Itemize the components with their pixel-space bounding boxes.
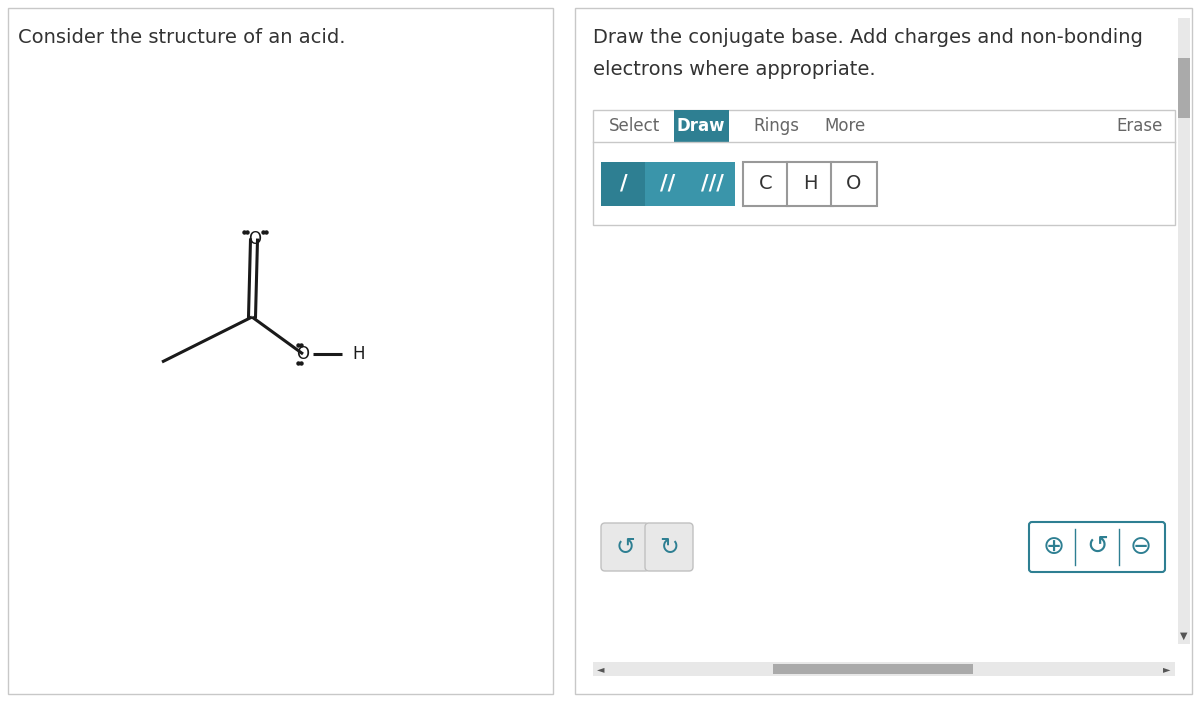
Text: O: O: [296, 345, 310, 363]
Text: Rings: Rings: [754, 117, 799, 135]
FancyBboxPatch shape: [601, 161, 647, 206]
Bar: [1178, 58, 1190, 118]
FancyBboxPatch shape: [646, 161, 691, 206]
FancyBboxPatch shape: [8, 8, 553, 694]
Text: O: O: [248, 230, 262, 248]
FancyBboxPatch shape: [787, 161, 833, 206]
Text: Draw: Draw: [677, 117, 725, 135]
Text: ↺: ↺: [616, 535, 635, 559]
Text: O: O: [846, 174, 862, 193]
Text: ►: ►: [1163, 664, 1171, 674]
Bar: [773, 664, 973, 674]
Text: H: H: [353, 345, 365, 363]
Text: ↻: ↻: [659, 535, 679, 559]
Bar: [593, 662, 1175, 676]
FancyBboxPatch shape: [646, 523, 694, 571]
Text: C: C: [760, 174, 773, 193]
Text: /: /: [620, 173, 628, 194]
FancyBboxPatch shape: [830, 161, 877, 206]
FancyBboxPatch shape: [743, 161, 790, 206]
Text: electrons where appropriate.: electrons where appropriate.: [593, 60, 876, 79]
Text: ▼: ▼: [1181, 631, 1188, 641]
Text: ◄: ◄: [598, 664, 605, 674]
FancyBboxPatch shape: [601, 523, 649, 571]
Text: Draw the conjugate base. Add charges and non-bonding: Draw the conjugate base. Add charges and…: [593, 28, 1142, 47]
Text: More: More: [824, 117, 865, 135]
FancyBboxPatch shape: [673, 110, 728, 142]
FancyBboxPatch shape: [593, 110, 1175, 225]
Text: ///: ///: [701, 173, 724, 194]
Text: Consider the structure of an acid.: Consider the structure of an acid.: [18, 28, 346, 47]
FancyBboxPatch shape: [689, 161, 734, 206]
Text: H: H: [803, 174, 817, 193]
Text: //: //: [660, 173, 676, 194]
Text: Erase: Erase: [1117, 117, 1163, 135]
Text: Select: Select: [610, 117, 661, 135]
Text: ↺: ↺: [1086, 534, 1108, 560]
Bar: [1178, 18, 1190, 644]
FancyBboxPatch shape: [575, 8, 1192, 694]
Text: ⊖: ⊖: [1129, 534, 1151, 560]
Text: ⊕: ⊕: [1043, 534, 1064, 560]
FancyBboxPatch shape: [1030, 522, 1165, 572]
